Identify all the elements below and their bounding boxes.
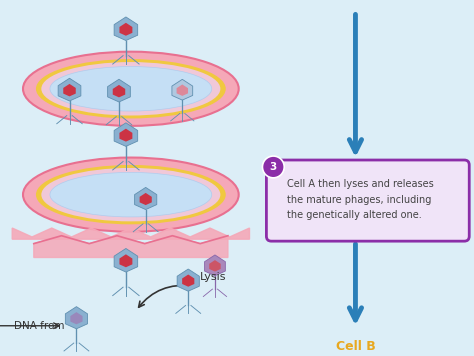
Ellipse shape	[50, 172, 212, 217]
Polygon shape	[34, 236, 228, 257]
Polygon shape	[172, 79, 193, 100]
Text: the mature phages, including: the mature phages, including	[287, 195, 431, 205]
Polygon shape	[119, 129, 132, 142]
Ellipse shape	[23, 52, 239, 126]
Polygon shape	[119, 23, 132, 36]
Polygon shape	[12, 228, 249, 239]
Text: the genetically altered one.: the genetically altered one.	[287, 210, 422, 220]
Circle shape	[263, 156, 284, 178]
Polygon shape	[114, 248, 137, 272]
Polygon shape	[177, 269, 200, 291]
Polygon shape	[108, 79, 130, 102]
Polygon shape	[209, 260, 221, 272]
Ellipse shape	[36, 165, 226, 224]
Polygon shape	[113, 85, 125, 98]
Polygon shape	[63, 84, 76, 96]
Polygon shape	[140, 193, 152, 205]
Text: DNA from: DNA from	[14, 321, 64, 331]
Ellipse shape	[36, 59, 226, 119]
Ellipse shape	[41, 168, 220, 221]
Ellipse shape	[50, 67, 212, 111]
Polygon shape	[205, 255, 225, 276]
Polygon shape	[135, 187, 157, 210]
Ellipse shape	[23, 158, 239, 232]
Text: 3: 3	[270, 162, 277, 172]
Polygon shape	[182, 274, 194, 287]
Polygon shape	[65, 307, 88, 329]
Polygon shape	[70, 312, 82, 324]
FancyBboxPatch shape	[266, 160, 469, 241]
Ellipse shape	[41, 62, 220, 115]
Polygon shape	[58, 78, 81, 101]
Text: Lysis: Lysis	[200, 272, 227, 282]
Polygon shape	[177, 84, 188, 96]
Text: Cell A then lyses and releases: Cell A then lyses and releases	[287, 179, 434, 189]
Text: Cell B: Cell B	[336, 340, 375, 352]
Polygon shape	[119, 254, 132, 267]
Polygon shape	[114, 123, 137, 146]
Polygon shape	[114, 17, 137, 41]
